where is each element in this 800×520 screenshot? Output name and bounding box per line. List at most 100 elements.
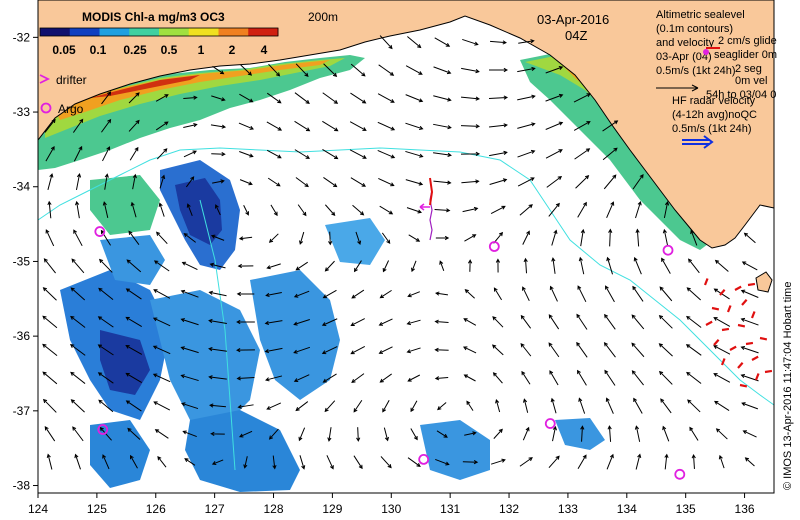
velocity-arrow (42, 315, 58, 329)
velocity-arrow (324, 400, 336, 413)
drifter-track (419, 177, 434, 241)
velocity-arrow (214, 204, 221, 216)
velocity-arrow (741, 402, 759, 410)
velocity-arrow (377, 121, 396, 131)
velocity-arrow (322, 92, 339, 104)
velocity-arrow (42, 343, 58, 356)
colorbar-swatch (248, 28, 279, 36)
velocity-arrow (69, 343, 86, 356)
velocity-arrow (324, 260, 335, 272)
velocity-arrow (265, 292, 282, 298)
velocity-arrow (322, 149, 339, 160)
velocity-arrow (73, 229, 83, 247)
map-time: 04Z (565, 28, 587, 43)
velocity-arrow (45, 229, 55, 247)
chl-patch-j (90, 175, 160, 235)
velocity-arrow (714, 259, 729, 272)
velocity-arrow (270, 204, 278, 217)
velocity-arrow (435, 291, 449, 296)
velocity-arrow (326, 455, 334, 470)
legend-date-line: 03-Apr (04) (656, 51, 712, 63)
velocity-arrow (153, 260, 170, 272)
velocity-arrow (211, 95, 226, 102)
velocity-arrow (238, 236, 253, 241)
velocity-arrow (691, 453, 696, 469)
argo-float-marker (418, 453, 430, 465)
velocity-arrow (436, 430, 448, 438)
altimetric-line-3: and velocity (656, 37, 715, 49)
velocity-arrow (576, 341, 588, 358)
velocity-arrow (713, 373, 731, 383)
velocity-arrow (519, 204, 533, 216)
glider-legend-dot (703, 49, 709, 55)
velocity-arrow (605, 397, 614, 414)
colorbar-title: MODIS Chl-a mg/m3 OC3 (82, 10, 225, 24)
chl-patch-d (250, 270, 340, 400)
velocity-arrow (130, 201, 137, 218)
velocity-arrow (97, 372, 114, 384)
legend-right: Altimetric sealevel (0.1m contours) and … (656, 9, 777, 149)
velocity-arrow (489, 150, 508, 157)
velocity-arrow (490, 205, 506, 215)
velocity-arrow (602, 120, 619, 132)
colorbar-swatch (40, 28, 71, 36)
velocity-arrow (324, 204, 336, 217)
velocity-arrow (102, 454, 110, 470)
velocity-arrow (632, 285, 644, 302)
velocity-arrow (517, 149, 536, 158)
velocity-arrow (690, 229, 698, 246)
velocity-arrow (519, 457, 533, 467)
velocity-arrow (266, 121, 283, 131)
velocity-arrow (689, 426, 699, 441)
velocity-arrow (378, 346, 393, 354)
velocity-arrow (239, 179, 253, 186)
colorbar-border (39, 27, 279, 37)
velocity-arrow (155, 94, 169, 102)
x-tick-label: 127 (205, 502, 225, 516)
velocity-arrow (604, 369, 616, 386)
velocity-arrow (71, 258, 85, 274)
legend-scale-line: 0.5m/s (1kt 24h) (656, 65, 735, 77)
velocity-arrow (713, 317, 731, 327)
altimetric-line-1: Altimetric sealevel (656, 9, 745, 21)
velocity-arrow (323, 177, 338, 188)
velocity-arrow (180, 289, 199, 298)
chl-patch-h (555, 418, 605, 450)
velocity-arrow (272, 455, 277, 470)
velocity-arrow (264, 347, 283, 354)
velocity-arrow (405, 122, 424, 130)
hf-radar-vector (721, 327, 730, 332)
velocity-arrow (182, 430, 197, 438)
velocity-arrow (127, 427, 141, 440)
chl-patch-b-core (100, 330, 150, 395)
velocity-arrow (517, 177, 535, 187)
hf-radar-vector (711, 306, 720, 311)
hf-radar-vector (737, 323, 746, 328)
velocity-arrow (350, 345, 366, 355)
velocity-arrow (493, 287, 503, 301)
velocity-arrow (327, 427, 332, 442)
velocity-arrow (549, 285, 558, 302)
velocity-arrow (98, 287, 114, 301)
y-tick-label: -37 (13, 404, 31, 418)
velocity-arrow (236, 376, 255, 381)
colorbar: MODIS Chl-a mg/m3 OC3 0.05 0.1 0.25 0.5 1 2 4 (39, 10, 279, 57)
velocity-arrow (433, 66, 452, 75)
map-date: 03-Apr-2016 (537, 12, 609, 27)
velocity-arrow (434, 208, 451, 213)
velocity-arrow (183, 233, 196, 243)
velocity-arrow (72, 426, 84, 442)
hf-radar-vector (747, 282, 756, 287)
isobath-label: 200m (308, 10, 338, 24)
glider-line-4: 0m vel (735, 75, 767, 87)
velocity-arrow (633, 256, 642, 275)
velocity-arrow (353, 260, 362, 273)
x-tick-label: 128 (264, 502, 284, 516)
hf-radar-vector (719, 289, 726, 296)
velocity-arrow (155, 231, 168, 245)
velocity-arrow (718, 454, 725, 469)
velocity-arrow (548, 202, 560, 217)
hf-legend-arrow-icon (682, 135, 714, 149)
velocity-arrow (158, 202, 165, 217)
velocity-arrow (407, 36, 422, 49)
